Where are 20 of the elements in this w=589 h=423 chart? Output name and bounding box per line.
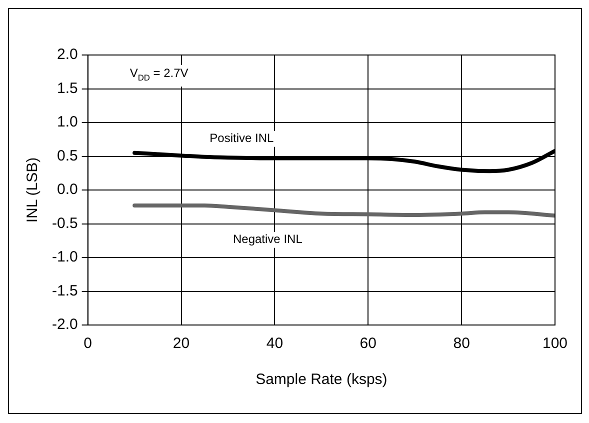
y-tick-label: -0.5: [52, 214, 78, 232]
y-axis-title: INL (LSB): [24, 157, 42, 223]
series-label: Negative INL: [232, 232, 303, 246]
y-tick-label: 2.0: [56, 46, 78, 64]
series-label: Positive INL: [210, 131, 274, 146]
x-tick-label: 0: [84, 335, 92, 352]
x-tick-label: 20: [172, 335, 190, 352]
x-tick-label: 100: [542, 335, 568, 352]
y-tick-label: 1.5: [56, 80, 78, 97]
x-tick-label: 40: [266, 335, 284, 352]
x-tick-label: 80: [453, 335, 470, 352]
x-tick-label: 60: [360, 335, 376, 352]
y-tick-label: 0.0: [56, 181, 78, 198]
y-tick-label: -1.5: [52, 282, 78, 300]
y-tick-label: 1.0: [56, 114, 78, 131]
y-tick-label: 0.5: [56, 147, 78, 164]
line-series: [132, 204, 555, 218]
y-tick-label: -2.0: [52, 316, 78, 334]
x-axis-title: Sample Rate (ksps): [256, 371, 388, 388]
y-tick-label: -1.0: [52, 248, 78, 266]
